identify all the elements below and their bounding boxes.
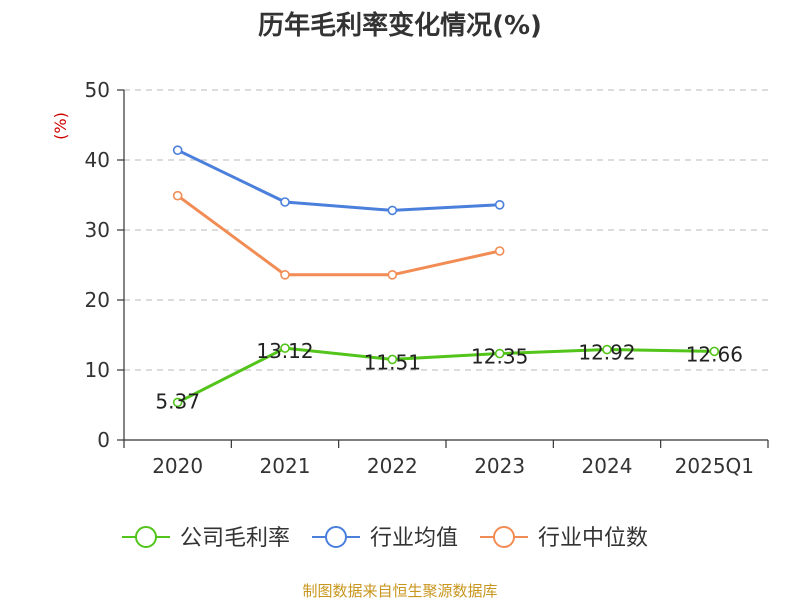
data-point bbox=[494, 246, 505, 256]
x-tick-label: 2022 bbox=[367, 454, 418, 478]
x-tick-label: 2021 bbox=[260, 454, 311, 478]
data-point bbox=[602, 344, 612, 355]
grid bbox=[124, 89, 768, 371]
data-label: 11.51 bbox=[364, 350, 421, 374]
series-line bbox=[176, 346, 715, 404]
x-tick-label: 2025Q1 bbox=[675, 454, 754, 478]
data-point bbox=[387, 205, 398, 216]
data-label: 13.12 bbox=[256, 339, 313, 363]
x-tick-label: 2020 bbox=[152, 454, 203, 478]
y-axis-unit: (%) bbox=[51, 112, 70, 140]
series-line bbox=[176, 194, 500, 277]
data-point bbox=[387, 354, 398, 365]
data-point bbox=[494, 200, 505, 210]
legend-label: 行业均值 bbox=[370, 526, 458, 551]
y-tick-label: 0 bbox=[97, 428, 110, 452]
data-point bbox=[172, 145, 183, 155]
data-point bbox=[280, 197, 290, 207]
data-point bbox=[709, 346, 720, 357]
y-tick-label: 30 bbox=[85, 218, 110, 242]
x-tick-label: 2023 bbox=[474, 454, 525, 478]
y-tick-label: 20 bbox=[85, 288, 110, 312]
data-label: 12.66 bbox=[686, 342, 743, 366]
data-label: 12.92 bbox=[578, 341, 635, 365]
axes: 0 10 20 30 40 50 2020 2021 2022 2023 2024 2025Q1 bbox=[85, 78, 769, 478]
series-layer bbox=[172, 145, 720, 408]
data-labels: 5.37 13.12 11.51 12.35 12.92 12.66 bbox=[155, 339, 743, 413]
series-line bbox=[177, 148, 500, 212]
legend: 公司毛利率 行业均值 行业中位数 bbox=[122, 526, 648, 551]
data-label: 12.35 bbox=[471, 345, 528, 369]
legend-marker bbox=[493, 526, 515, 548]
data-point bbox=[280, 269, 290, 280]
source-note: 制图数据来自恒生聚源数据库 bbox=[302, 582, 497, 600]
x-tick-label: 2024 bbox=[582, 454, 633, 478]
data-point bbox=[280, 343, 290, 353]
data-point bbox=[387, 269, 398, 280]
y-tick-label: 40 bbox=[85, 148, 110, 172]
chart-title: 历年毛利率变化情况(%) bbox=[258, 10, 542, 41]
legend-label: 行业中位数 bbox=[538, 526, 648, 551]
legend-marker bbox=[325, 526, 347, 548]
y-tick-label: 50 bbox=[85, 78, 110, 102]
legend-marker bbox=[135, 526, 157, 548]
data-label: 5.37 bbox=[155, 389, 200, 413]
y-tick-label: 10 bbox=[85, 358, 110, 382]
legend-label: 公司毛利率 bbox=[180, 526, 290, 551]
data-point bbox=[494, 348, 505, 359]
data-point bbox=[172, 190, 183, 201]
data-point bbox=[172, 397, 183, 408]
